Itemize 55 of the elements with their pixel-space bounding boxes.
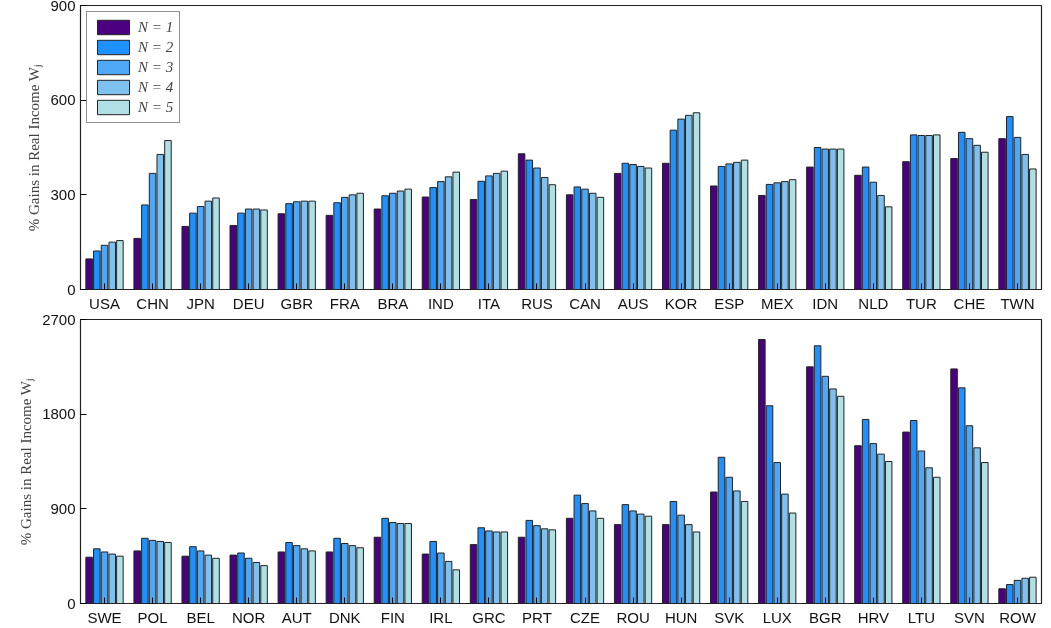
x-tick-label: LTU [907, 608, 935, 626]
legend-label: N = 2 [138, 38, 174, 56]
x-tick-label: IDN [812, 294, 839, 312]
legend-label: N = 4 [138, 78, 174, 96]
y-tick-label: 900 [50, 0, 76, 14]
legend-label: N = 3 [138, 58, 174, 76]
y-tick-label: 2700 [42, 310, 76, 328]
x-tick-label: NOR [232, 608, 266, 626]
y-tick-label: 600 [50, 91, 76, 109]
x-tick-label: CHE [953, 294, 986, 312]
x-tick-label: AUT [281, 608, 312, 626]
x-tick-label: SVN [954, 608, 985, 626]
legend-label: N = 5 [138, 98, 174, 116]
y-tick-label: 0 [67, 594, 76, 612]
x-tick-label: KOR [664, 294, 698, 312]
x-tick-label: RUS [521, 294, 553, 312]
y-tick-label: 300 [50, 185, 76, 203]
x-tick-label: PRT [522, 608, 552, 626]
y-axis-title: % Gains in Real Income Wⱼ [18, 378, 36, 546]
x-tick-label: DEU [232, 294, 265, 312]
legend-label: N = 1 [138, 18, 174, 36]
x-tick-label: NLD [858, 294, 889, 312]
x-tick-label: FRA [329, 294, 360, 312]
x-tick-label: POL [137, 608, 168, 626]
x-tick-label: BGR [809, 608, 842, 626]
x-tick-label: ROU [616, 608, 650, 626]
x-tick-label: TUR [905, 294, 937, 312]
x-tick-label: JPN [186, 294, 215, 312]
y-tick-label: 900 [50, 499, 76, 517]
x-tick-label: CHN [136, 294, 169, 312]
x-tick-label: ROW [999, 608, 1037, 626]
x-tick-label: CAN [569, 294, 601, 312]
x-tick-label: MEX [760, 294, 794, 312]
x-tick-label: USA [89, 294, 120, 312]
x-tick-label: SWE [87, 608, 122, 626]
y-tick-label: 1800 [42, 405, 76, 423]
x-tick-label: LUX [762, 608, 792, 626]
x-tick-label: SVK [714, 608, 745, 626]
x-tick-label: BEL [186, 608, 215, 626]
x-tick-label: FIN [380, 608, 405, 626]
x-tick-label: GBR [280, 294, 314, 312]
x-tick-label: IND [427, 294, 454, 312]
y-tick-label: 0 [67, 280, 76, 298]
x-tick-label: ITA [477, 294, 501, 312]
x-tick-label: ESP [714, 294, 745, 312]
x-tick-label: HUN [664, 608, 698, 626]
x-tick-label: DNK [328, 608, 361, 626]
x-tick-label: CZE [570, 608, 601, 626]
x-tick-label: BRA [377, 294, 409, 312]
x-tick-label: HRV [857, 608, 890, 626]
x-tick-label: GRC [472, 608, 506, 626]
x-tick-label: TWN [1000, 294, 1035, 312]
x-tick-label: AUS [617, 294, 649, 312]
y-axis-title: % Gains in Real Income Wⱼ [26, 64, 44, 232]
x-tick-label: IRL [429, 608, 453, 626]
